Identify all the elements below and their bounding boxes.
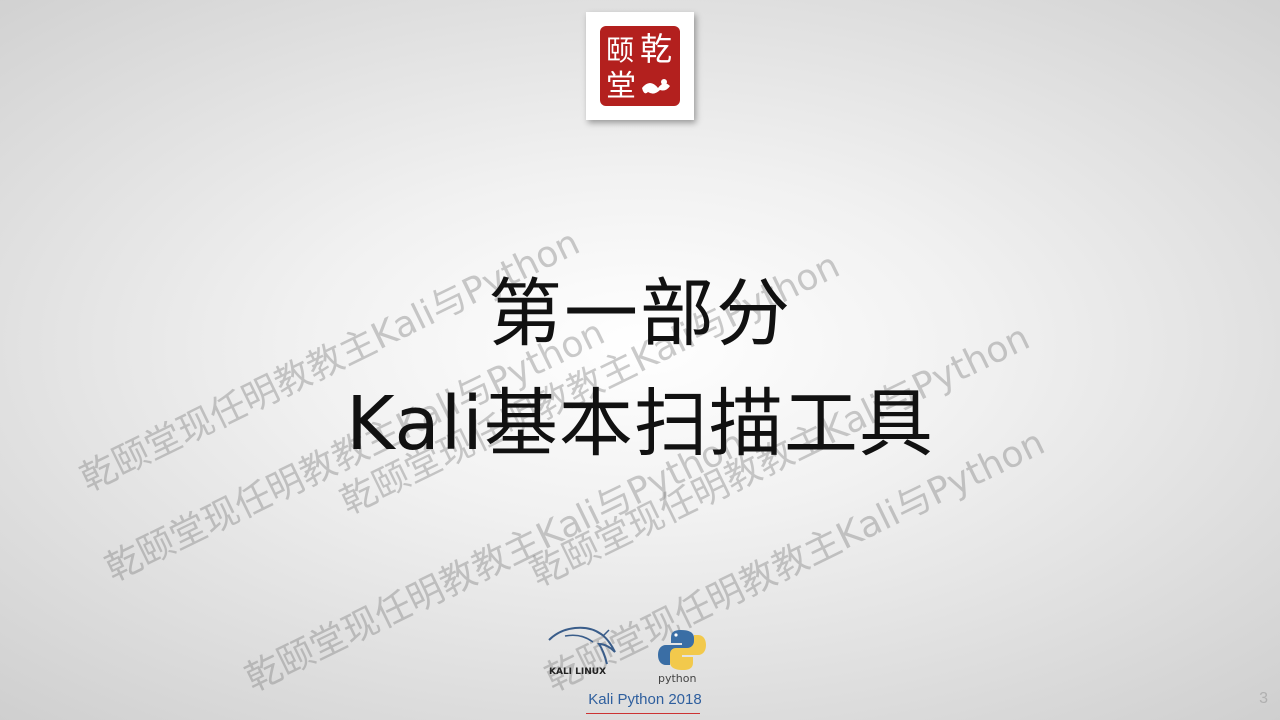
svg-text:颐: 颐 xyxy=(606,34,634,67)
svg-text:堂: 堂 xyxy=(606,69,636,104)
kali-linux-logo: KALI LINUX xyxy=(545,622,623,682)
seal-logo: 颐 乾 堂 xyxy=(586,12,694,120)
footer-label: Kali Python 2018 xyxy=(588,691,702,708)
kali-dragon-icon: KALI LINUX xyxy=(548,626,616,677)
python-snake-icon: python xyxy=(658,630,706,685)
kali-logo-text: KALI LINUX xyxy=(549,667,606,677)
python-logo-text: python xyxy=(658,672,697,684)
footer-divider xyxy=(586,713,700,714)
svg-text:乾: 乾 xyxy=(640,30,672,68)
seal-icon: 颐 乾 堂 xyxy=(600,26,680,106)
slide-title-line2: Kali基本扫描工具 xyxy=(346,381,934,467)
python-logo: python xyxy=(654,628,710,685)
page-number: 3 xyxy=(1259,690,1268,707)
slide-title-line1: 第一部分 xyxy=(488,271,792,357)
